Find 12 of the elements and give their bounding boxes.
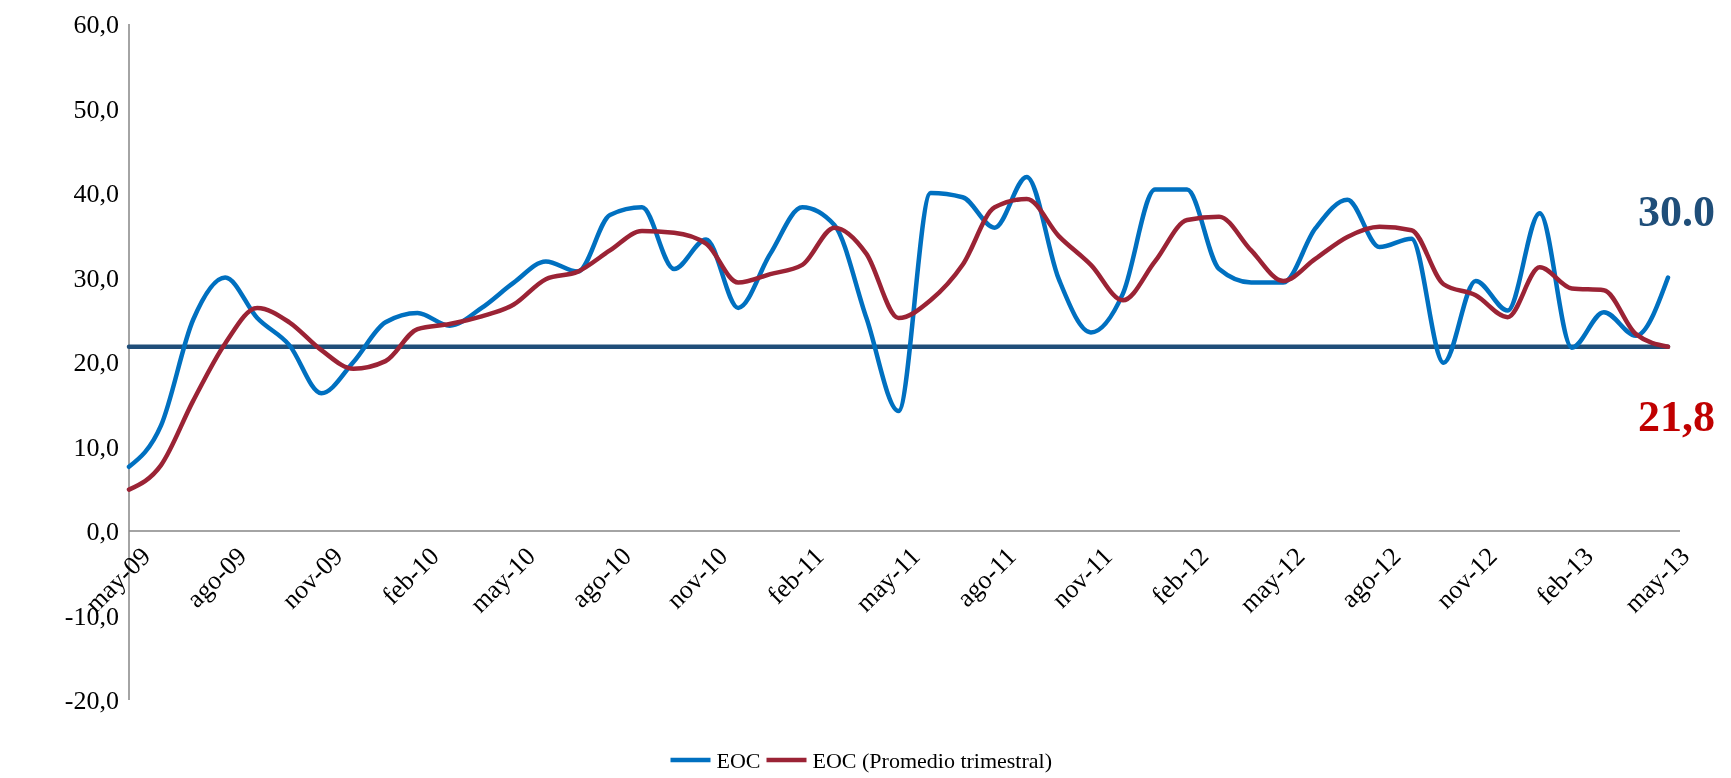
y-tick-label: 0,0: [86, 517, 119, 547]
y-tick-label: 10,0: [73, 432, 119, 462]
annotation: 21,8: [1638, 391, 1715, 441]
legend-label: EOC: [716, 747, 761, 773]
y-tick-label: 20,0: [73, 348, 119, 378]
y-tick-label: -20,0: [64, 686, 119, 716]
legend-label: EOC (Promedio trimestral): [812, 747, 1053, 773]
y-tick-label: 50,0: [73, 94, 119, 124]
y-tick-label: 60,0: [73, 10, 119, 40]
y-tick-label: 40,0: [73, 179, 119, 209]
annotation: 30.0: [1638, 186, 1715, 236]
y-tick-label: 30,0: [73, 263, 119, 293]
